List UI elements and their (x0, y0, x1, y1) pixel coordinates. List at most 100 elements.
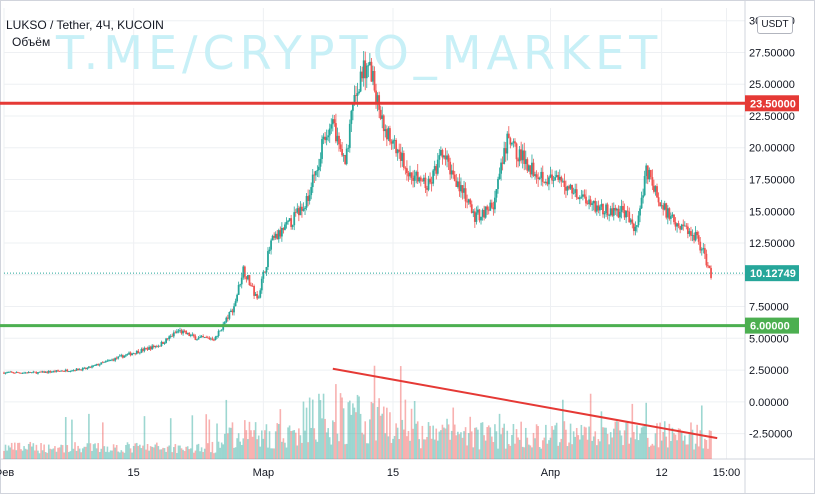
candle (239, 284, 242, 286)
volume-label: Объём (12, 35, 51, 49)
volume-bar (441, 424, 444, 459)
candle (452, 170, 455, 175)
volume-bar (72, 448, 75, 459)
candle (609, 208, 612, 215)
y-tick-label: 12.50000 (749, 238, 795, 250)
last-price-tag (745, 265, 799, 282)
candle (595, 205, 598, 212)
candle (424, 177, 427, 189)
candle (696, 231, 699, 236)
volume-bar (549, 437, 552, 459)
volume-bar (301, 442, 303, 459)
volume-bar (474, 427, 476, 459)
candle (494, 197, 496, 210)
volume-bar (571, 444, 573, 459)
volume-bar (477, 429, 479, 459)
volume-bar (274, 431, 277, 459)
candle (214, 336, 217, 341)
volume-bar (710, 430, 712, 459)
candle (382, 115, 385, 132)
volume-bar (89, 443, 92, 459)
candle (287, 220, 289, 222)
currency-button[interactable]: USDT (757, 16, 793, 34)
candle (106, 360, 109, 362)
volume-bar (369, 419, 371, 459)
volume-bar (193, 452, 195, 459)
candle (29, 371, 32, 373)
candle (311, 174, 314, 188)
candle (268, 249, 271, 252)
volume-bar (290, 431, 292, 459)
volume-bar (267, 447, 269, 459)
candle (233, 306, 235, 313)
volume-bar (680, 431, 683, 459)
volume-bar (625, 422, 627, 459)
candle (480, 216, 482, 221)
candle (453, 174, 456, 181)
volume-bar (688, 434, 691, 459)
candle (660, 205, 663, 207)
volume-bar (257, 435, 260, 459)
candle (23, 372, 25, 374)
volume-bar (591, 440, 593, 459)
candle (679, 226, 682, 230)
volume-bar (287, 427, 289, 459)
volume-bar (227, 433, 229, 459)
volume-bar (285, 447, 288, 459)
candle (544, 181, 547, 183)
volume-bar (583, 426, 586, 459)
candle (120, 355, 123, 356)
candle (580, 196, 583, 198)
candle (336, 135, 339, 142)
volume-bar (78, 448, 81, 459)
candle (560, 176, 563, 182)
volume-bar (336, 433, 339, 459)
candle (236, 294, 239, 302)
candle (248, 275, 251, 286)
candle (350, 110, 353, 124)
candle (125, 354, 127, 356)
candle (7, 372, 10, 373)
candle (339, 144, 342, 150)
candle (381, 115, 384, 119)
volume-bar (54, 446, 56, 459)
candle (703, 248, 706, 254)
volume-bar (447, 424, 450, 459)
volume-bar (318, 393, 320, 459)
volume-bar (683, 435, 686, 459)
volume-bar (606, 433, 609, 459)
volume-bar (563, 421, 566, 459)
y-tick-label: 25.00000 (749, 79, 795, 91)
volume-bar (196, 444, 198, 459)
support-price-tag (745, 317, 799, 334)
volume-bar (80, 452, 82, 459)
volume-bar (617, 421, 620, 459)
y-tick-label: 0.00000 (749, 397, 789, 409)
candle (390, 141, 393, 144)
candle (668, 208, 671, 219)
volume-bar (345, 443, 348, 459)
volume-bar (410, 408, 413, 459)
volume-bar (596, 445, 598, 459)
volume-bar (335, 384, 337, 459)
volume-bar (157, 446, 160, 459)
volume-bar (140, 448, 143, 459)
candle (217, 331, 220, 336)
volume-bar (392, 438, 394, 459)
candle (250, 285, 252, 286)
volume-bar (682, 440, 685, 459)
candle (145, 348, 147, 349)
volume-bar (102, 422, 104, 459)
candle (208, 337, 211, 340)
candle (460, 185, 462, 192)
volume-bar (551, 426, 553, 459)
candle (583, 194, 586, 197)
candle (63, 371, 66, 372)
volume-bar (251, 436, 254, 459)
volume-bar (679, 428, 681, 459)
volume-bar (100, 448, 103, 459)
volume-bar (34, 450, 36, 459)
candle (612, 207, 615, 216)
